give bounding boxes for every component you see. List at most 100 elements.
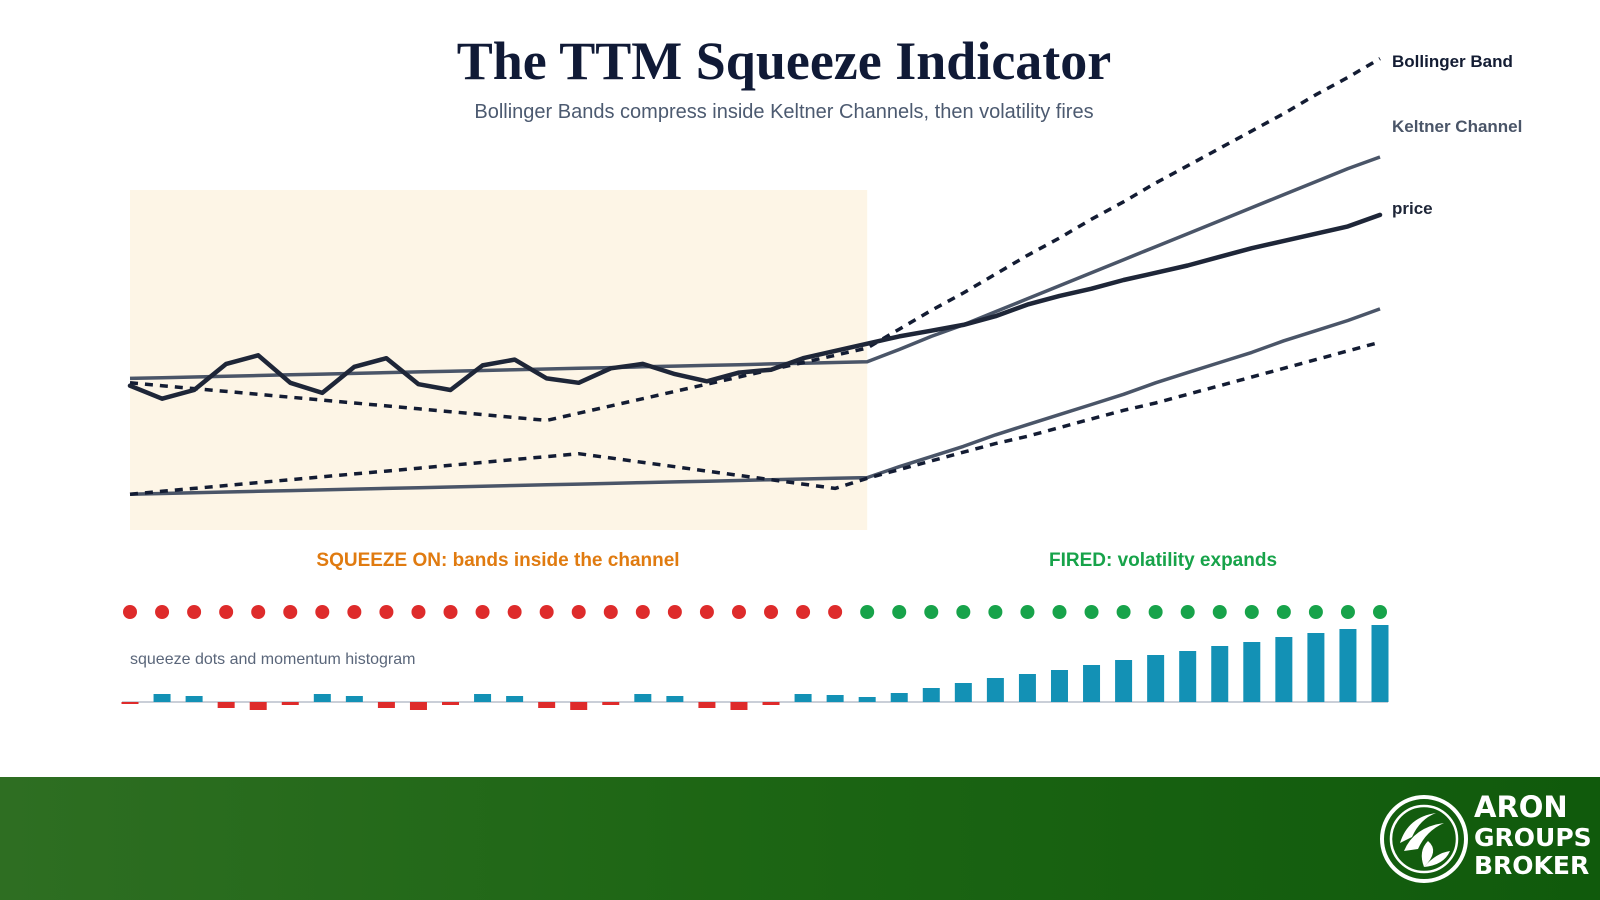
squeeze-dot: [219, 605, 234, 619]
momentum-bar: [474, 694, 492, 702]
momentum-bar: [666, 696, 684, 702]
price-layer: [127, 212, 1383, 401]
squeeze-dot: [731, 605, 746, 619]
momentum-bar: [1018, 674, 1036, 702]
squeeze-dot: [1148, 605, 1163, 619]
momentum-bar: [858, 697, 876, 702]
squeeze-dot: [796, 605, 811, 619]
squeeze-dot: [699, 605, 714, 619]
squeeze-dot: [475, 605, 490, 619]
momentum-bar: [794, 694, 812, 702]
squeeze-dot: [667, 605, 682, 619]
squeeze-dot: [539, 605, 554, 619]
fired-label: FIRED: volatility expands: [1049, 550, 1277, 571]
squeeze-on-label: SQUEEZE ON: bands inside the channel: [316, 550, 679, 571]
squeeze-dot: [860, 605, 875, 619]
squeeze-chart: Bollinger Band Keltner Channel price SQU…: [121, 52, 1522, 710]
momentum-bar: [826, 695, 844, 702]
momentum-bar: [602, 702, 620, 705]
squeeze-dot: [924, 605, 939, 619]
momentum-bar: [890, 693, 908, 702]
momentum-bar: [1339, 629, 1357, 702]
momentum-bar: [185, 696, 203, 702]
momentum-bar: [698, 702, 716, 708]
momentum-bar: [570, 702, 588, 710]
squeeze-dot: [956, 605, 971, 619]
momentum-bar: [377, 702, 395, 708]
squeeze-dot: [1308, 605, 1323, 619]
squeeze-dot: [1276, 605, 1291, 619]
squeeze-dot: [1084, 605, 1099, 619]
momentum-bar: [153, 694, 171, 702]
momentum-bar: [442, 702, 460, 705]
squeeze-dot: [1373, 605, 1387, 619]
squeeze-dot: [507, 605, 522, 619]
momentum-bar: [762, 702, 780, 705]
squeeze-dot: [1020, 605, 1035, 619]
momentum-histogram: [121, 625, 1389, 710]
legend-bollinger-band: Bollinger Band: [1392, 52, 1513, 71]
momentum-bar: [1371, 625, 1389, 702]
squeeze-dot: [603, 605, 618, 619]
squeeze-dot: [1180, 605, 1195, 619]
momentum-bar: [345, 696, 363, 702]
momentum-bar: [1179, 651, 1197, 702]
momentum-bar: [121, 702, 139, 704]
momentum-bar: [538, 702, 556, 708]
squeeze-dot: [123, 605, 137, 619]
brand-line-aron: ARON: [1474, 790, 1568, 824]
momentum-bar: [954, 683, 972, 702]
momentum-bar: [1243, 642, 1261, 702]
momentum-bar: [313, 694, 331, 702]
bollinger-lower-line: [129, 340, 1381, 496]
squeeze-dot: [1340, 605, 1355, 619]
squeeze-dot: [1052, 605, 1067, 619]
momentum-bar: [922, 688, 940, 702]
squeeze-dot: [892, 605, 907, 619]
momentum-bar: [249, 702, 267, 710]
squeeze-dot: [347, 605, 362, 619]
squeeze-dot: [1116, 605, 1131, 619]
keltner-lower-line: [129, 307, 1381, 496]
squeeze-dot: [635, 605, 650, 619]
momentum-bar: [634, 694, 652, 702]
brand-line-broker: BROKER: [1474, 851, 1590, 880]
legend-price: price: [1392, 199, 1433, 218]
keltner-upper-line: [129, 155, 1381, 381]
momentum-bar: [1147, 655, 1165, 702]
squeeze-dot: [315, 605, 330, 619]
squeeze-dot: [251, 605, 266, 619]
momentum-bar: [1275, 637, 1293, 702]
squeeze-dot: [1212, 605, 1227, 619]
squeeze-dot: [443, 605, 458, 619]
squeeze-dot: [411, 605, 426, 619]
squeeze-dot: [988, 605, 1003, 619]
momentum-bar: [1307, 633, 1325, 702]
squeeze-dot: [828, 605, 843, 619]
momentum-bar: [281, 702, 299, 705]
momentum-bar: [1083, 665, 1101, 702]
brand-line-groups: GROUPS: [1474, 823, 1592, 852]
momentum-bar: [1050, 670, 1068, 702]
squeeze-dots: [123, 605, 1387, 619]
momentum-bar: [730, 702, 748, 710]
squeeze-dot: [1244, 605, 1259, 619]
price-line: [127, 212, 1383, 401]
momentum-bar: [506, 696, 524, 702]
squeeze-dot: [155, 605, 170, 619]
momentum-bar: [1115, 660, 1133, 702]
momentum-bar: [409, 702, 427, 710]
squeeze-dot: [187, 605, 202, 619]
momentum-bar: [217, 702, 235, 708]
page-subtitle: Bollinger Bands compress inside Keltner …: [474, 101, 1094, 123]
momentum-bar: [986, 678, 1004, 702]
squeeze-dot: [283, 605, 298, 619]
leaf-globe-icon: [1380, 795, 1468, 883]
squeeze-zone-shading: [130, 190, 868, 530]
histogram-caption: squeeze dots and momentum histogram: [130, 651, 415, 668]
footer-banner: ARON GROUPS BROKER: [0, 777, 1600, 900]
squeeze-dot: [571, 605, 586, 619]
squeeze-dot: [764, 605, 779, 619]
squeeze-dot: [379, 605, 394, 619]
brand-logo[interactable]: ARON GROUPS BROKER: [1378, 792, 1598, 887]
